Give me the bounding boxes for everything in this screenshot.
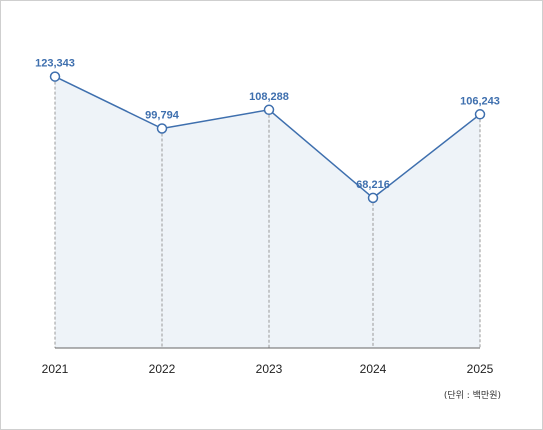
unit-note: (단위 : 백만원) — [443, 391, 501, 401]
data-point-2025 — [474, 109, 486, 120]
data-point-2023 — [263, 104, 275, 116]
x-tick-2024: 2024 — [360, 362, 387, 376]
data-point-2022 — [156, 123, 168, 134]
x-tick-2022: 2022 — [149, 362, 176, 376]
vertical-guides — [54, 76, 481, 348]
data-point-2024 — [367, 192, 379, 204]
data-label-2022: 99,794 — [145, 110, 180, 122]
data-markers — [49, 71, 486, 204]
data-label-2025: 106,243 — [460, 95, 500, 107]
x-tick-2021: 2021 — [42, 362, 69, 376]
data-labels: 123,343 99,794 108,288 68,216 106,243 — [35, 58, 500, 191]
data-label-2023: 108,288 — [249, 91, 289, 103]
x-tick-2023: 2023 — [256, 362, 283, 376]
x-tick-2025: 2025 — [467, 362, 494, 376]
x-tick-labels: 2021 2022 2023 2024 2025 — [42, 362, 494, 376]
data-point-2021 — [49, 71, 61, 82]
data-label-2021: 123,343 — [35, 58, 75, 70]
area-fill — [55, 76, 480, 348]
data-label-2024: 68,216 — [356, 179, 390, 191]
